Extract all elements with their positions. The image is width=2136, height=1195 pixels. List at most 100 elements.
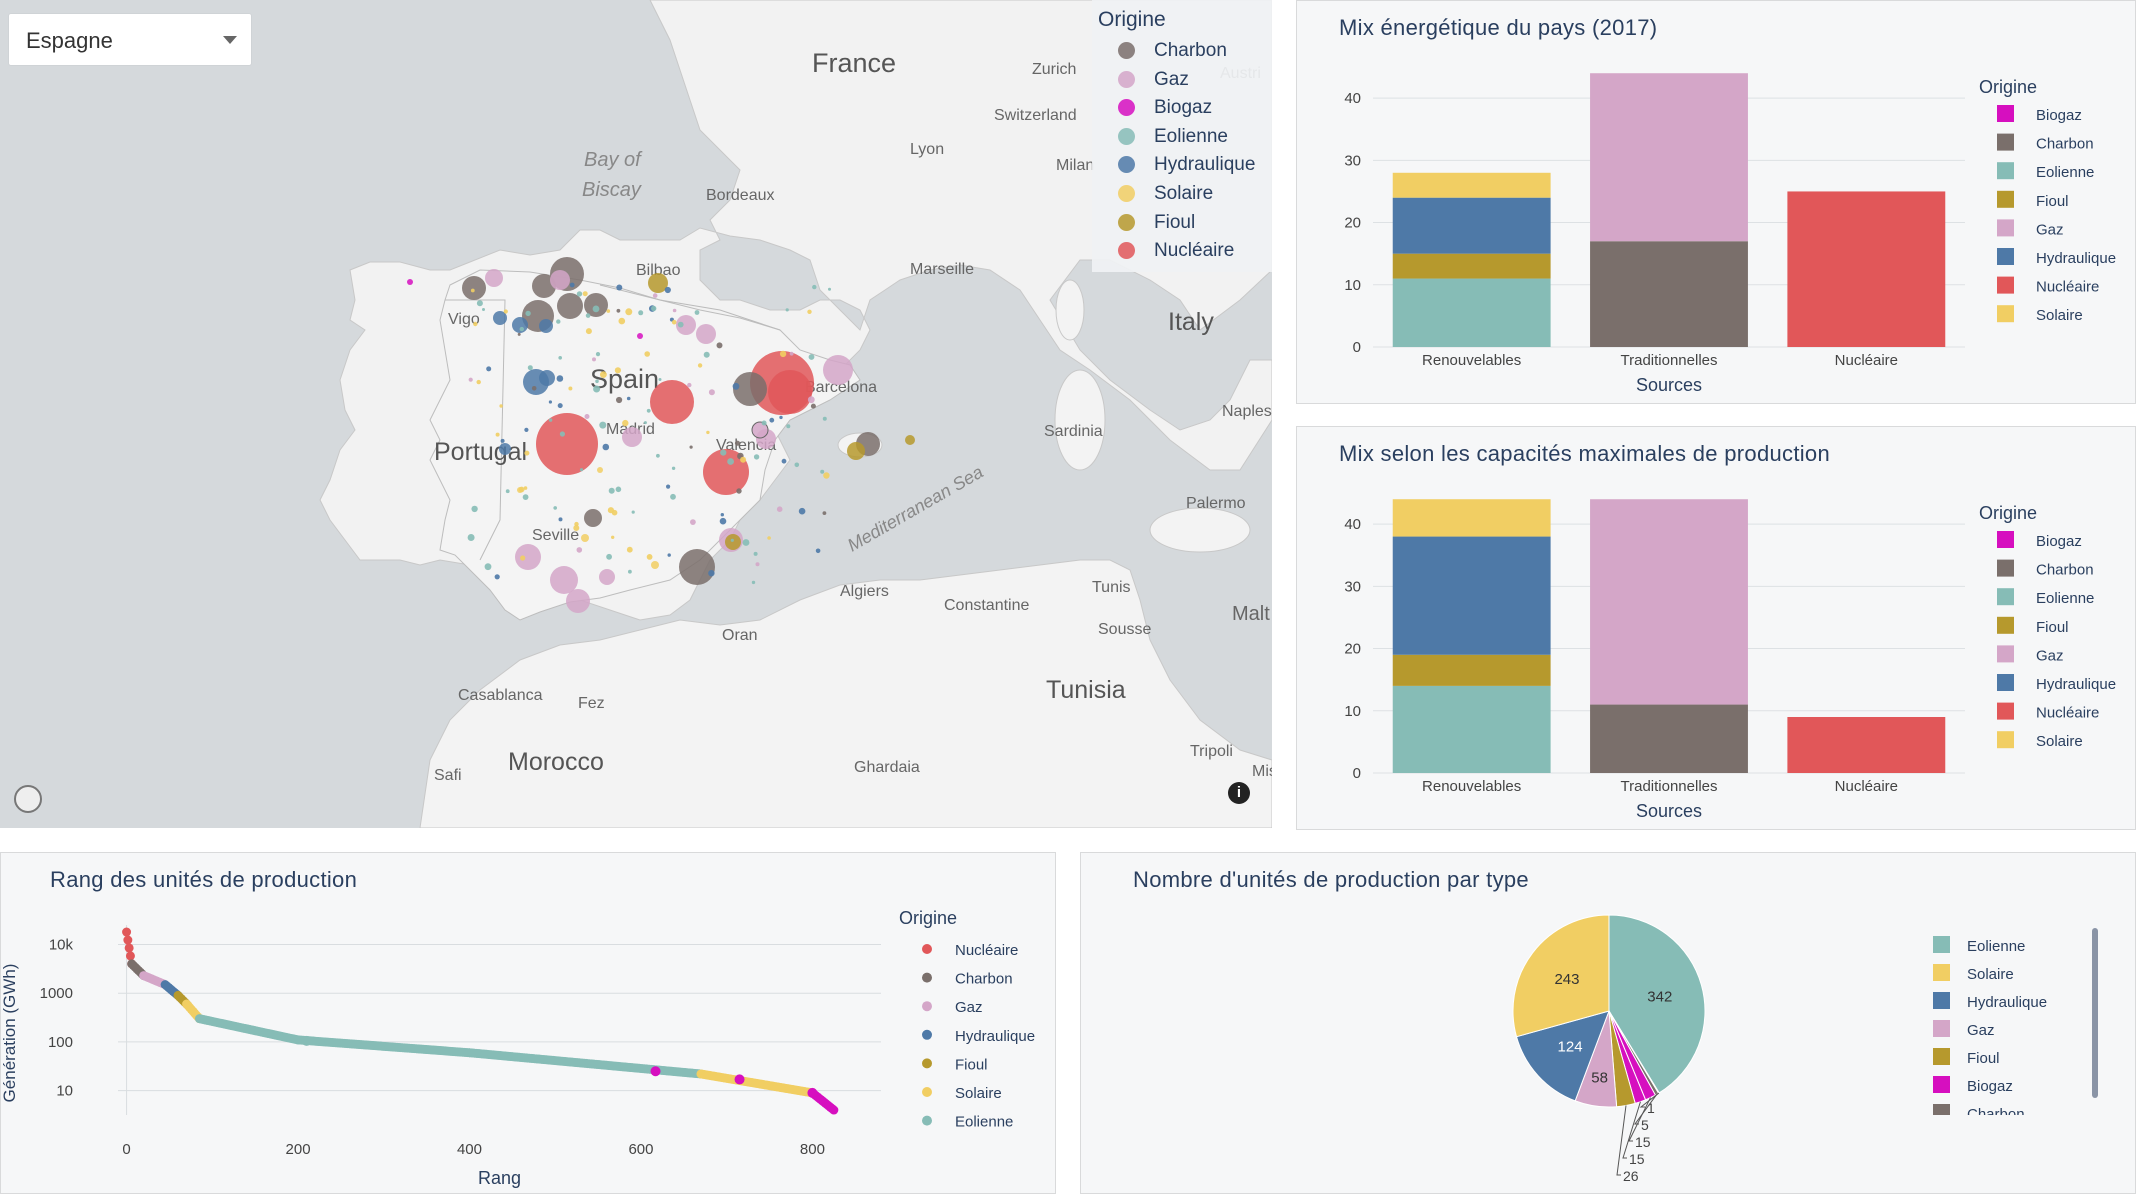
map-point-eolienne[interactable] xyxy=(785,308,789,312)
map-point-charbon[interactable] xyxy=(810,403,816,409)
map-point-gaz[interactable] xyxy=(592,357,596,362)
map-point-gaz[interactable] xyxy=(789,351,794,356)
legend-scrollbar[interactable] xyxy=(2092,928,2098,1098)
legend-label-hydraulique[interactable]: Hydraulique xyxy=(1967,994,2047,1011)
rank-point-eolienne[interactable] xyxy=(301,1035,312,1046)
rank-point-nucleaire[interactable] xyxy=(122,927,132,937)
legend-label-hydraulique[interactable]: Hydraulique xyxy=(2036,250,2116,267)
map-point-eolienne[interactable] xyxy=(703,351,710,358)
map-point-eolienne[interactable] xyxy=(593,385,601,393)
legend-marker-biogaz[interactable] xyxy=(1997,531,2014,548)
map-point-gaz[interactable] xyxy=(823,355,853,385)
rank-chart[interactable]: 10 100 1000 10k 0 200 400 600 800 Rang Génération … xyxy=(1,853,1057,1195)
map-point-charbon[interactable] xyxy=(736,488,742,494)
pie-slice-hydraulique[interactable] xyxy=(1515,1010,1610,1102)
map-point-fioul[interactable] xyxy=(725,534,741,550)
map-point-solaire[interactable] xyxy=(614,367,622,374)
map-point-solaire[interactable] xyxy=(520,555,526,561)
map-point-eolienne[interactable] xyxy=(753,454,760,460)
legend-marker-hydraulique[interactable] xyxy=(1997,248,2014,265)
legend-label-solaire[interactable]: Solaire xyxy=(955,1085,1002,1102)
map-point-charbon[interactable] xyxy=(616,308,621,313)
legend-marker-biogaz[interactable] xyxy=(1997,105,2014,122)
map-point-solaire[interactable] xyxy=(568,386,573,391)
map-point-eolienne[interactable] xyxy=(608,487,615,494)
map-point-solaire[interactable] xyxy=(823,472,830,479)
map-point-eolienne[interactable] xyxy=(525,310,531,317)
legend-marker-hydraulique[interactable] xyxy=(1997,674,2014,691)
map-legend-label-hydraulique[interactable]: Hydraulique xyxy=(1154,154,1256,176)
map-point-eolienne[interactable] xyxy=(638,310,644,316)
map-point-eolienne[interactable] xyxy=(727,458,734,465)
map-point-solaire[interactable] xyxy=(671,319,677,325)
legend-marker-nucleaire[interactable] xyxy=(1997,702,2014,720)
info-icon[interactable]: i xyxy=(1228,782,1250,804)
map-point-eolienne[interactable] xyxy=(527,365,533,371)
map-legend-label-biogaz[interactable]: Biogaz xyxy=(1154,97,1213,119)
map-point-hydraulique[interactable] xyxy=(539,370,555,386)
map-point-hydraulique[interactable] xyxy=(626,396,631,401)
legend-marker-eolienne[interactable] xyxy=(1933,936,1950,953)
map-point-solaire[interactable] xyxy=(651,561,659,569)
map-point-gaz[interactable] xyxy=(708,389,715,396)
legend-marker-solaire[interactable] xyxy=(1997,305,2014,323)
map-point-solaire[interactable] xyxy=(644,351,650,357)
map-point-charbon[interactable] xyxy=(616,396,623,404)
map-point-biogaz[interactable] xyxy=(407,279,413,285)
legend-marker-gaz[interactable] xyxy=(922,1001,932,1012)
map-point-charbon[interactable] xyxy=(716,342,723,349)
map-legend-marker-hydraulique[interactable] xyxy=(1118,156,1135,174)
map-point-hydraulique[interactable] xyxy=(708,570,715,577)
map-point-eolienne[interactable] xyxy=(753,551,758,556)
pie-chart[interactable]: 3422431245815151526EolienneSolaireHydrau… xyxy=(1081,853,2136,1195)
map-point-hydraulique[interactable] xyxy=(815,548,821,554)
map-point-hydraulique[interactable] xyxy=(493,311,507,325)
map-point-hydraulique[interactable] xyxy=(732,382,740,390)
legend-marker-hydraulique[interactable] xyxy=(922,1029,932,1040)
map-point-gaz[interactable] xyxy=(622,427,642,447)
map-point-gaz[interactable] xyxy=(566,589,590,613)
map-point-charbon[interactable] xyxy=(733,372,767,406)
rank-point-biogaz[interactable] xyxy=(650,1066,661,1077)
map-point-solaire[interactable] xyxy=(476,379,481,385)
bar-solaire[interactable] xyxy=(1392,172,1551,198)
legend-label-hydraulique[interactable]: Hydraulique xyxy=(2036,676,2116,693)
map-panel[interactable]: France Spain Portugal Italy Morocco Tunisia Zu… xyxy=(0,0,1272,828)
map-point-eolienne[interactable] xyxy=(671,466,676,470)
legend-label-gaz[interactable]: Gaz xyxy=(2036,221,2064,238)
map-point-solaire[interactable] xyxy=(779,350,787,358)
map-point-hydraulique[interactable] xyxy=(539,319,553,333)
map-point-solaire[interactable] xyxy=(473,321,478,327)
map-point-solaire[interactable] xyxy=(499,404,503,408)
map-point-hydraulique[interactable] xyxy=(500,438,505,443)
country-dropdown[interactable]: Espagne xyxy=(8,13,252,66)
map-legend-label-nucleaire[interactable]: Nucléaire xyxy=(1154,240,1235,262)
map-point-solaire[interactable] xyxy=(518,486,525,493)
map-point-solaire[interactable] xyxy=(606,309,611,313)
map-point-eolienne[interactable] xyxy=(828,287,831,291)
map-point-hydraulique[interactable] xyxy=(499,443,511,455)
legend-label-fioul[interactable]: Fioul xyxy=(955,1056,988,1073)
map-point-solaire[interactable] xyxy=(470,288,475,293)
rank-point-nucleaire[interactable] xyxy=(123,935,133,945)
map-point-solaire[interactable] xyxy=(503,309,508,314)
rank-point-biogaz[interactable] xyxy=(807,1087,818,1098)
map-point-eolienne[interactable] xyxy=(599,421,607,429)
legend-marker-eolienne[interactable] xyxy=(922,1115,932,1126)
map-legend-label-fioul[interactable]: Fioul xyxy=(1154,211,1196,233)
map-point-eolienne[interactable] xyxy=(631,510,635,514)
map-legend-marker-solaire[interactable] xyxy=(1118,185,1135,202)
rank-point-nucleaire[interactable] xyxy=(125,951,135,961)
map-point-solaire[interactable] xyxy=(706,430,710,435)
map-legend-marker-eolienne[interactable] xyxy=(1118,127,1135,145)
map-point-gaz[interactable] xyxy=(576,547,583,553)
legend-label-nucleaire[interactable]: Nucléaire xyxy=(955,942,1018,959)
map-canvas[interactable]: France Spain Portugal Italy Morocco Tunisia Zu… xyxy=(0,0,1272,828)
map-point-hydraulique[interactable] xyxy=(512,317,528,333)
map-point-solaire[interactable] xyxy=(495,432,500,437)
map-point-charbon[interactable] xyxy=(679,549,715,585)
map-point-eolienne[interactable] xyxy=(519,326,524,332)
map-point-eolienne[interactable] xyxy=(694,310,700,315)
map-point-solaire[interactable] xyxy=(740,456,747,463)
rank-point-nucleaire[interactable] xyxy=(124,943,134,953)
